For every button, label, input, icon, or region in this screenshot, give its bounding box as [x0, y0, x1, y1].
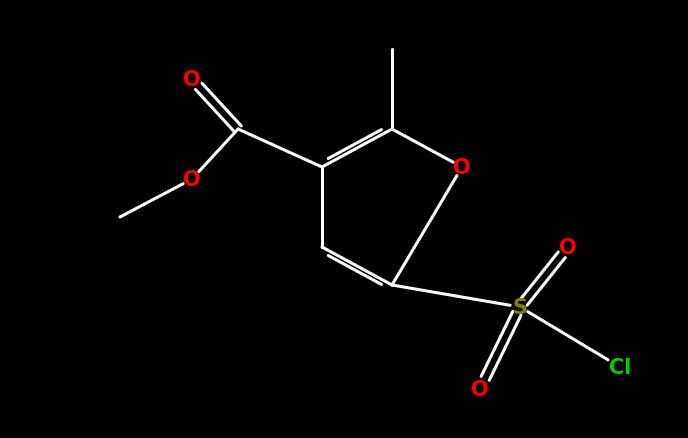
Text: S: S	[513, 297, 528, 317]
Text: Cl: Cl	[609, 357, 631, 377]
Text: O: O	[183, 170, 201, 190]
Text: O: O	[559, 237, 577, 258]
Text: O: O	[183, 70, 201, 90]
Text: O: O	[471, 379, 488, 399]
Text: O: O	[453, 158, 471, 177]
